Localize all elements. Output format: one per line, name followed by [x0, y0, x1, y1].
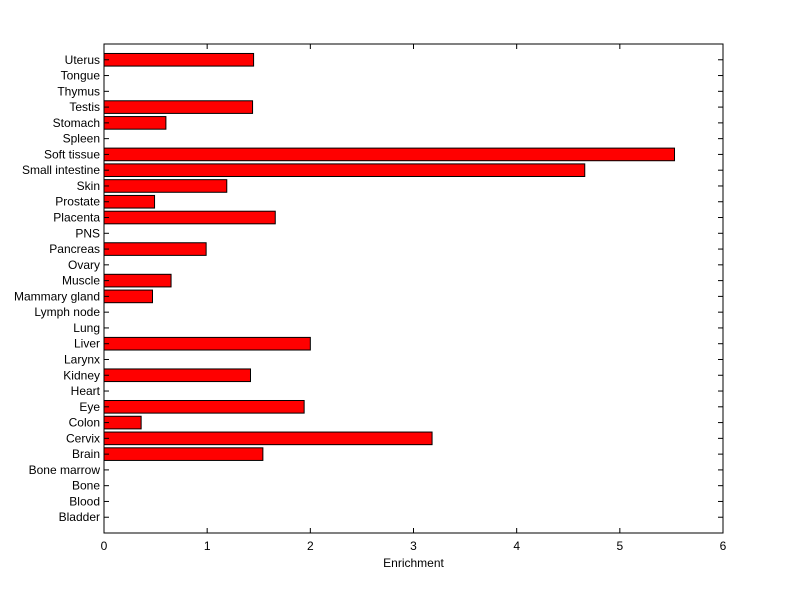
y-tick-label-muscle: Muscle	[62, 274, 100, 288]
y-tick-label-lymph-node: Lymph node	[34, 305, 100, 319]
bar-placenta	[103, 210, 276, 225]
y-tick-label-heart: Heart	[71, 384, 101, 398]
y-tick-label-mammary-gland: Mammary gland	[14, 289, 100, 303]
y-tick-label-pns: PNS	[75, 226, 100, 240]
y-tick-label-stomach: Stomach	[53, 116, 100, 130]
bar-cervix	[103, 431, 433, 446]
ticks-layer	[103, 44, 724, 533]
x-axis-label: Enrichment	[383, 556, 444, 570]
y-tick-label-kidney: Kidney	[63, 368, 100, 382]
bar-stomach	[103, 116, 167, 130]
y-tick-label-lung: Lung	[73, 321, 100, 335]
bars-layer	[103, 52, 676, 461]
x-tick-label-5: 5	[616, 539, 623, 553]
y-tick-label-spleen: Spleen	[63, 132, 100, 146]
bar-mammary-gland	[103, 289, 153, 304]
y-tick-label-pancreas: Pancreas	[49, 242, 100, 256]
x-tick-label-6: 6	[720, 539, 727, 553]
bar-pancreas	[103, 242, 207, 256]
x-tick-label-2: 2	[307, 539, 314, 553]
bar-skin	[103, 179, 228, 193]
y-tick-label-cervix: Cervix	[66, 431, 100, 445]
x-tick-label-1: 1	[204, 539, 211, 553]
y-tick-label-prostate: Prostate	[55, 195, 100, 209]
x-tick-label-0: 0	[101, 539, 108, 553]
y-tick-label-tongue: Tongue	[61, 69, 101, 83]
bar-soft-tissue	[103, 147, 676, 162]
y-tick-label-skin: Skin	[77, 179, 100, 193]
bar-eye	[103, 399, 305, 414]
bar-brain	[103, 447, 264, 461]
y-tick-label-eye: Eye	[79, 400, 100, 414]
y-tick-label-small-intestine: Small intestine	[22, 163, 100, 177]
y-tick-label-soft-tissue: Soft tissue	[44, 147, 100, 161]
x-tick-label-3: 3	[410, 539, 417, 553]
y-tick-label-larynx: Larynx	[64, 352, 100, 366]
y-tick-label-uterus: Uterus	[65, 53, 100, 67]
y-tick-label-colon: Colon	[69, 416, 100, 430]
y-tick-label-liver: Liver	[74, 337, 100, 351]
bar-prostate	[103, 194, 156, 209]
y-tick-label-ovary: Ovary	[68, 258, 100, 272]
y-tick-label-placenta: Placenta	[53, 211, 100, 225]
y-tick-label-bone-marrow: Bone marrow	[29, 463, 101, 477]
bar-uterus	[103, 52, 255, 67]
y-tick-label-blood: Blood	[69, 494, 100, 508]
bar-colon	[103, 415, 142, 430]
x-tick-label-4: 4	[513, 539, 520, 553]
y-tick-label-brain: Brain	[72, 447, 100, 461]
y-tick-label-thymus: Thymus	[57, 84, 100, 98]
bar-small-intestine	[103, 163, 586, 178]
bar-kidney	[103, 368, 251, 383]
y-tick-label-bladder: Bladder	[59, 510, 100, 524]
y-tick-label-bone: Bone	[72, 479, 100, 493]
bar-liver	[103, 336, 311, 351]
y-tick-label-testis: Testis	[69, 100, 100, 114]
bar-muscle	[103, 273, 172, 288]
bar-testis	[103, 100, 254, 114]
